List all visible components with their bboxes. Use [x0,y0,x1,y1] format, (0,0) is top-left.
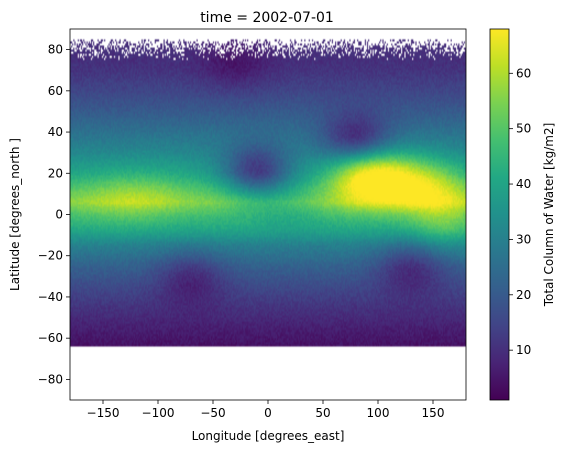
y-axis-ticks: −80 −60 −40 −20 0 20 40 60 80 [38,43,70,386]
colorbar-tick-label: 40 [516,177,531,191]
x-axis-ticks: −150 −100 −50 0 50 100 150 [87,400,445,420]
y-tick-label: 80 [48,43,63,57]
x-tick-label: −50 [200,406,225,420]
colorbar-label: Total Column of Water [kg/m2] [542,123,556,308]
y-tick-label: −60 [38,331,63,345]
x-tick-label: 0 [264,406,272,420]
y-axis-label: Latitude [degrees_north ] [8,138,22,291]
chart-title: time = 2002-07-01 [200,10,334,26]
x-tick-label: −150 [87,406,120,420]
x-tick-label: 50 [315,406,330,420]
y-tick-label: 40 [48,125,63,139]
heatmap-raster [70,29,466,400]
colorbar [489,28,510,401]
y-tick-label: 60 [48,84,63,98]
y-tick-label: −40 [38,290,63,304]
colorbar-tick-label: 30 [516,232,531,246]
colorbar-tick-label: 20 [516,288,531,302]
x-tick-label: 100 [367,406,390,420]
y-tick-label: 0 [55,208,63,222]
x-tick-label: −100 [142,406,175,420]
colorbar-tick-label: 60 [516,66,531,80]
y-tick-label: −20 [38,249,63,263]
colorbar-tick-label: 10 [516,343,531,357]
y-tick-label: −80 [38,372,63,386]
colorbar-tick-label: 50 [516,122,531,136]
x-tick-label: 150 [422,406,445,420]
colorbar-ticks: 10 20 30 40 50 60 [509,66,531,357]
y-tick-label: 20 [48,166,63,180]
x-axis-label: Longitude [degrees_east] [192,429,345,443]
